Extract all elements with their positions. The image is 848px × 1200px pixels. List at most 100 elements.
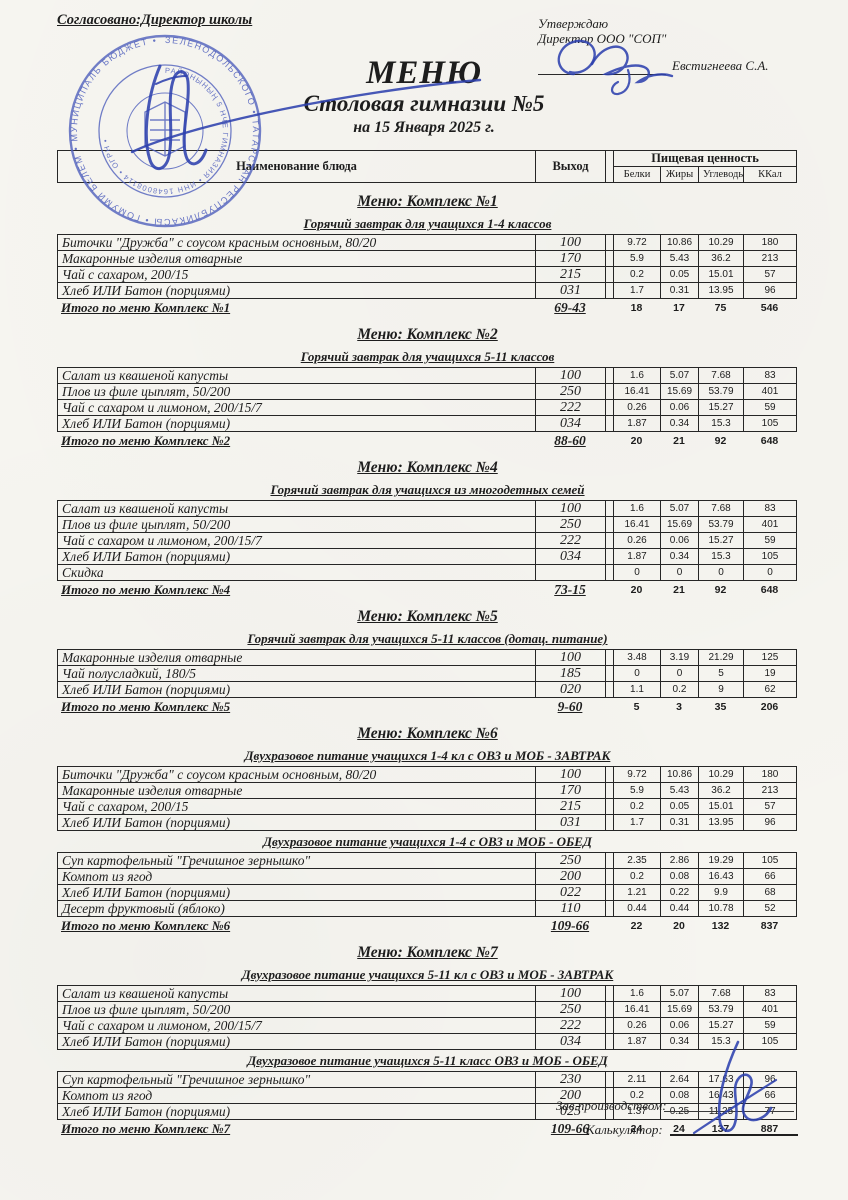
value-fat: 0.06 [660,1017,699,1034]
value-carbs: 21.29 [698,649,744,666]
dish-output: 250 [535,852,606,869]
value-kcal: 96 [743,282,797,299]
dish-name: Биточки "Дружба" с соусом красным основн… [57,234,536,251]
dish-row: Салат из квашеной капусты 100 1.6 5.07 7.68 8… [57,500,797,517]
dish-output: 020 [535,681,606,698]
total-value-carbs: 35 [714,701,727,713]
canteen-name: Столовая гимназии №5 [303,91,545,116]
spacer [605,1017,614,1034]
value-fat: 0.08 [660,868,699,885]
subsection-title: Двухразовое питание учащихся 1-4 кл с ОВ… [244,748,611,763]
value-protein: 0.26 [613,1017,661,1034]
value-protein: 2.11 [613,1071,661,1088]
value-carbs: 53.79 [698,1001,744,1018]
dish-name: Хлеб ИЛИ Батон (порциями) [57,1103,536,1120]
menu-date: на 15 Января 2025 г. [353,119,495,136]
dish-name: Салат из квашеной капусты [57,985,536,1002]
section-title: Меню: Комплекс №5 [357,608,498,625]
section-title: Меню: Комплекс №4 [357,459,498,476]
total-value-fat: 24 [673,1123,685,1135]
total-row: Итого по меню Комплекс №2 88-60 20 21 92 648 [57,433,798,449]
value-kcal: 96 [743,1071,797,1088]
page-title: МЕНЮ [366,55,482,91]
value-fat: 0.06 [660,399,699,416]
total-output: 109-66 [550,1121,590,1136]
spacer [605,415,614,432]
value-protein: 1.7 [613,282,661,299]
value-protein: 0.2 [613,798,661,815]
dish-name: Суп картофельный "Гречишное зернышко" [57,852,536,869]
value-fat: 0.31 [660,282,699,299]
value-kcal: 105 [743,415,797,432]
value-kcal: 125 [743,649,797,666]
menu-section: Меню: Комплекс №6 Двухразовое питание уча… [57,725,798,934]
dish-row: Чай с сахаром и лимоном, 200/15/7 222 0.26… [57,532,797,549]
total-output: 9-60 [557,699,583,714]
dishes-table: Салат из квашеной капусты 100 1.6 5.07 7.68 8… [57,985,797,1050]
spacer [605,1033,614,1050]
total-value-carbs: 75 [714,302,727,314]
dish-name: Скидка [57,564,536,581]
dish-output: 100 [535,649,606,666]
dish-name: Макаронные изделия отварные [57,649,536,666]
value-fat: 15.69 [660,1001,699,1018]
value-protein: 5.9 [613,782,661,799]
value-fat: 0.34 [660,1033,699,1050]
dish-row: Хлеб ИЛИ Батон (порциями) 031 1.7 0.31 13.95… [57,814,797,831]
value-carbs: 9 [698,681,744,698]
dish-name: Десерт фруктовый (яблоко) [57,900,536,917]
total-value-protein: 24 [630,1123,643,1135]
dish-row: Хлеб ИЛИ Батон (порциями) 034 1.87 0.34 15.3… [57,1033,797,1050]
value-carbs: 10.29 [698,766,744,783]
total-value-carbs: 92 [714,584,727,596]
menu-section: Меню: Комплекс №2 Горячий завтрак для уча… [57,326,798,449]
value-fat: 2.86 [660,852,699,869]
dish-row: Макаронные изделия отварные 170 5.9 5.43 36.… [57,250,797,267]
value-protein: 9.72 [613,234,661,251]
value-kcal: 213 [743,250,797,267]
spacer [605,814,614,831]
total-output: 88-60 [554,433,586,448]
spacer [605,500,614,517]
total-row: Итого по меню Комплекс №1 69-43 18 17 75 546 [57,300,798,316]
value-kcal: 59 [743,399,797,416]
dish-row: Плов из филе цыплят, 50/200 250 16.41 15.69… [57,383,797,400]
spacer [605,649,614,666]
total-value-kcal: 648 [760,584,779,596]
dish-name: Чай с сахаром и лимоном, 200/15/7 [57,399,536,416]
value-carbs: 7.68 [698,500,744,517]
title-block: МЕНЮ Столовая гимназии №5 на 15 Января 2… [0,56,848,138]
dish-name: Чай с сахаром, 200/15 [57,266,536,283]
dish-name: Хлеб ИЛИ Батон (порциями) [57,884,536,901]
dish-name: Плов из филе цыплят, 50/200 [57,383,536,400]
value-kcal: 105 [743,852,797,869]
value-fat: 10.86 [660,234,699,251]
dish-output: 025 [535,1103,606,1120]
value-kcal: 96 [743,814,797,831]
value-carbs: 36.2 [698,782,744,799]
total-value-fat: 20 [673,920,685,932]
value-protein: 1.87 [613,548,661,565]
value-protein: 3.48 [613,649,661,666]
spacer [605,150,614,183]
value-fat: 0.34 [660,548,699,565]
dish-output: 031 [535,282,606,299]
value-carbs: 10.29 [698,234,744,251]
value-protein: 0.44 [613,900,661,917]
dish-output: 250 [535,1001,606,1018]
total-value-protein: 5 [633,701,640,713]
dish-row: Хлеб ИЛИ Батон (порциями) 031 1.7 0.31 13.95… [57,282,797,299]
dish-row: Хлеб ИЛИ Батон (порциями) 020 1.1 0.2 9 62 [57,681,797,698]
spacer [605,282,614,299]
dish-name: Хлеб ИЛИ Батон (порциями) [57,681,536,698]
subsection-title: Двухразовое питание учащихся 5-11 класс … [247,1053,608,1068]
total-label: Итого по меню Комплекс №2 [61,433,231,448]
total-value-carbs: 92 [714,435,727,447]
total-value-kcal: 546 [760,302,779,314]
dish-name: Компот из ягод [57,1087,536,1104]
value-fat: 5.43 [660,250,699,267]
dish-row: Макаронные изделия отварные 100 3.48 3.19 21… [57,649,797,666]
dishes-table: Салат из квашеной капусты 100 1.6 5.07 7.68 8… [57,500,797,581]
value-kcal: 401 [743,383,797,400]
